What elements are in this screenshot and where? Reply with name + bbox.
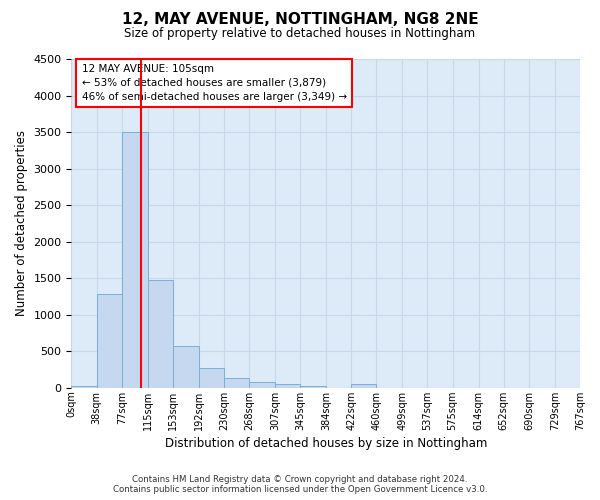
- Bar: [300, 386, 326, 388]
- Bar: [224, 378, 249, 388]
- Text: Size of property relative to detached houses in Nottingham: Size of property relative to detached ho…: [124, 28, 476, 40]
- Bar: [122, 132, 148, 388]
- Bar: [351, 384, 376, 388]
- Bar: [173, 346, 199, 388]
- Text: Contains HM Land Registry data © Crown copyright and database right 2024.
Contai: Contains HM Land Registry data © Crown c…: [113, 474, 487, 494]
- Bar: [71, 386, 97, 388]
- Bar: [275, 384, 300, 388]
- Y-axis label: Number of detached properties: Number of detached properties: [15, 130, 28, 316]
- Bar: [249, 382, 275, 388]
- X-axis label: Distribution of detached houses by size in Nottingham: Distribution of detached houses by size …: [164, 437, 487, 450]
- Text: 12 MAY AVENUE: 105sqm
← 53% of detached houses are smaller (3,879)
46% of semi-d: 12 MAY AVENUE: 105sqm ← 53% of detached …: [82, 64, 347, 102]
- Bar: [97, 294, 122, 388]
- Bar: [199, 368, 224, 388]
- Text: 12, MAY AVENUE, NOTTINGHAM, NG8 2NE: 12, MAY AVENUE, NOTTINGHAM, NG8 2NE: [122, 12, 478, 28]
- Bar: [148, 280, 173, 388]
